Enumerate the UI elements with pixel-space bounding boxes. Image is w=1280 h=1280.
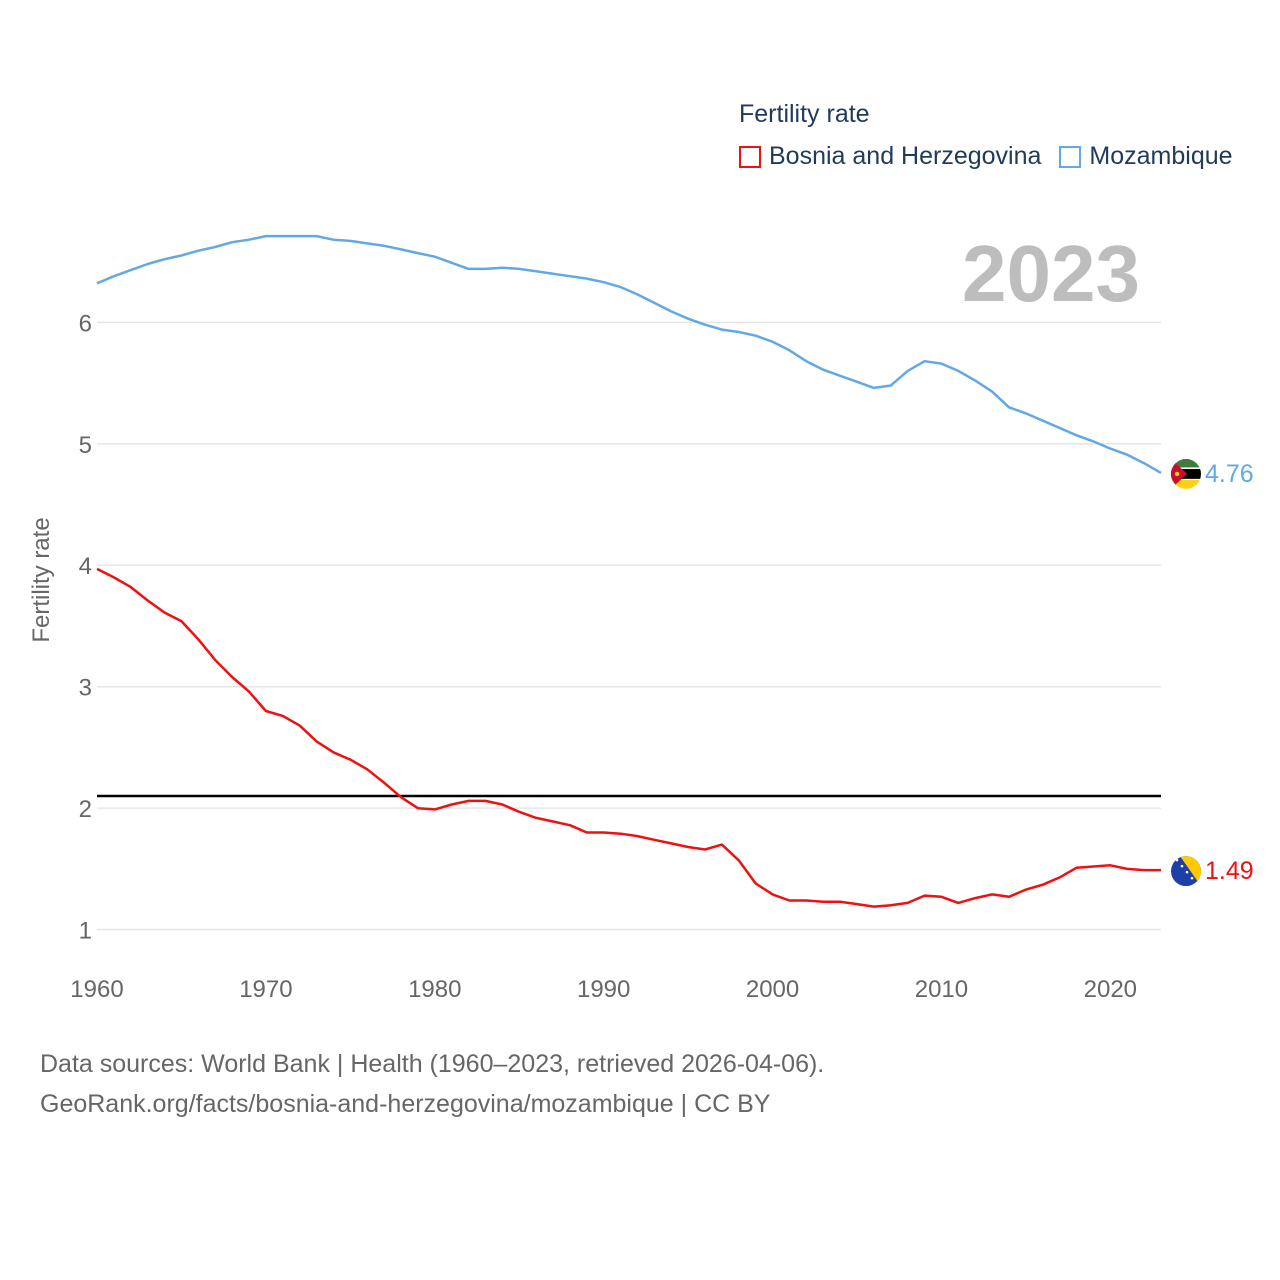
- y-tick-label: 1: [79, 918, 92, 945]
- end-value-mozambique: 4.76: [1205, 460, 1254, 488]
- legend-label-mozambique: Mozambique: [1089, 142, 1233, 170]
- y-tick-label: 6: [79, 310, 92, 337]
- flag-icon-mozambique: [1171, 458, 1201, 489]
- legend-swatch-bosnia: [739, 145, 761, 168]
- grid-lines: [97, 321, 1161, 931]
- y-axis-label: Fertility rate: [28, 517, 55, 643]
- x-tick-label: 1980: [408, 976, 461, 1003]
- y-axis-ticks: 1 2 3 4 5 6: [79, 310, 92, 944]
- series-line-mozambique[interactable]: [96, 234, 1162, 474]
- end-markers: 1.49 4.76: [1171, 458, 1254, 887]
- y-tick-label: 4: [79, 553, 92, 580]
- legend-label-bosnia: Bosnia and Herzegovina: [769, 142, 1042, 170]
- legend-item-mozambique[interactable]: Mozambique: [1059, 142, 1233, 171]
- source-line-2[interactable]: GeoRank.org/facts/bosnia-and-herzegovina…: [40, 1090, 771, 1118]
- x-axis-ticks: 1960 1970 1980 1990 2000 2010 2020: [70, 976, 1137, 1003]
- y-tick-label: 2: [79, 796, 92, 823]
- legend: Bosnia and Herzegovina Mozambique: [739, 142, 1251, 171]
- x-tick-label: 1990: [577, 976, 630, 1003]
- x-tick-label: 2000: [746, 976, 799, 1003]
- legend-swatch-mozambique: [1059, 145, 1082, 168]
- source-text: Data sources: World Bank | Health (1960–…: [40, 1044, 824, 1124]
- y-tick-label: 3: [79, 675, 92, 702]
- year-label: 2023: [962, 229, 1140, 318]
- x-tick-label: 1970: [239, 976, 292, 1003]
- series-line-bosnia[interactable]: [96, 567, 1161, 908]
- x-tick-label: 1960: [70, 976, 123, 1003]
- end-value-bosnia: 1.49: [1205, 857, 1254, 885]
- flag-icon-bosnia: [1171, 856, 1201, 887]
- x-tick-label: 2020: [1084, 976, 1137, 1003]
- y-tick-label: 5: [79, 432, 92, 459]
- source-line-1: Data sources: World Bank | Health (1960–…: [40, 1050, 825, 1078]
- legend-title: Fertility rate: [739, 100, 870, 128]
- x-tick-label: 2010: [915, 976, 968, 1003]
- series-lines: [96, 234, 1162, 908]
- legend-item-bosnia[interactable]: Bosnia and Herzegovina: [739, 142, 1041, 171]
